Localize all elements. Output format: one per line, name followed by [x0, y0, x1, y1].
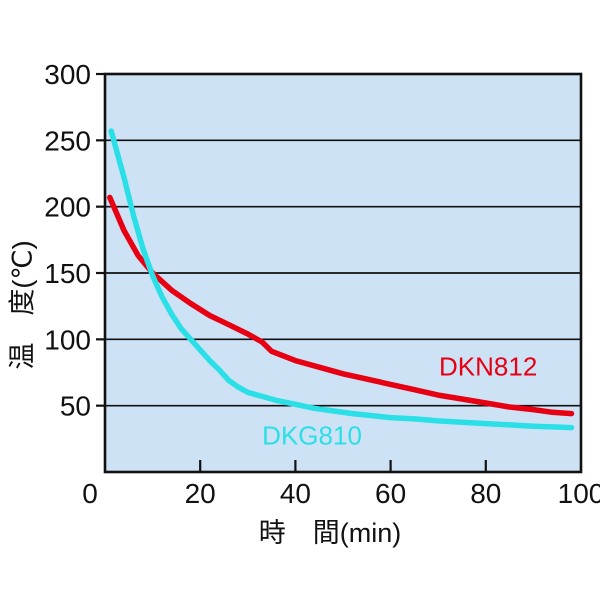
x-tick-label-80: 80	[470, 478, 501, 509]
series-line-dkn812	[107, 194, 575, 417]
x-tick-label-0: 0	[82, 478, 98, 509]
y-tick-label-300: 300	[44, 59, 91, 90]
y-tick-label-150: 150	[44, 258, 91, 289]
x-tick-label-100: 100	[558, 478, 600, 509]
x-tick-label-40: 40	[280, 478, 311, 509]
series-label-dkg810: DKG810	[262, 420, 362, 451]
series-label-dkn812: DKN812	[439, 351, 538, 382]
x-tick-label-20: 20	[185, 478, 216, 509]
x-tick-label-60: 60	[375, 478, 406, 509]
series-line-dkg810	[108, 128, 575, 431]
y-tick-label-100: 100	[44, 324, 91, 355]
y-axis-label: 温 度(℃)	[7, 240, 38, 370]
y-tick-label-200: 200	[44, 192, 91, 223]
x-axis-label: 時 間(min)	[258, 518, 402, 548]
plot-border	[103, 72, 583, 474]
y-tick-label-250: 250	[44, 125, 91, 156]
y-tick-label-50: 50	[60, 391, 91, 422]
